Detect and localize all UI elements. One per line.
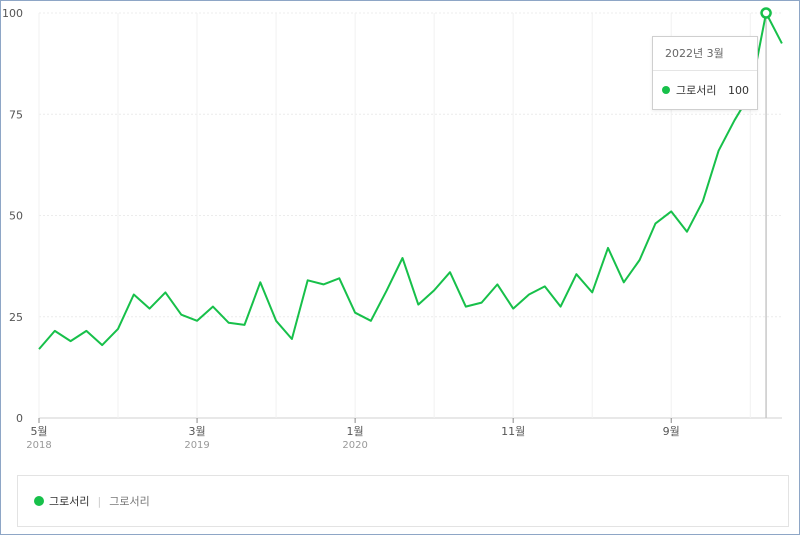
data-point bbox=[653, 222, 657, 226]
data-point bbox=[84, 329, 88, 333]
data-point bbox=[132, 292, 136, 296]
data-point bbox=[369, 319, 373, 323]
x-tick-label: 3월 bbox=[188, 425, 205, 438]
y-tick-label: 75 bbox=[9, 108, 23, 121]
data-point bbox=[242, 323, 246, 327]
data-point bbox=[543, 284, 547, 288]
y-axis: 0 25 50 75 100 bbox=[2, 7, 23, 425]
data-point bbox=[622, 280, 626, 284]
data-point bbox=[432, 288, 436, 292]
data-point bbox=[527, 292, 531, 296]
data-point bbox=[685, 230, 689, 234]
data-point bbox=[638, 258, 642, 262]
data-point bbox=[559, 305, 563, 309]
x-tick-label: 11월 bbox=[501, 425, 525, 438]
data-point bbox=[780, 41, 784, 45]
series[interactable] bbox=[37, 7, 784, 352]
x-tick-sublabel: 2019 bbox=[184, 440, 209, 451]
data-point bbox=[322, 282, 326, 286]
data-point bbox=[337, 276, 341, 280]
data-point bbox=[274, 319, 278, 323]
series-dot-icon bbox=[662, 86, 670, 94]
data-point bbox=[148, 307, 152, 311]
data-point bbox=[732, 118, 736, 122]
highlight-point-marker bbox=[760, 7, 772, 19]
data-point bbox=[258, 280, 262, 284]
data-point bbox=[669, 209, 673, 213]
data-point bbox=[590, 290, 594, 294]
y-tick-label: 25 bbox=[9, 311, 23, 324]
data-point bbox=[464, 305, 468, 309]
data-point bbox=[306, 278, 310, 282]
data-point bbox=[163, 290, 167, 294]
data-point bbox=[37, 347, 41, 351]
data-point bbox=[195, 319, 199, 323]
tooltip-row: 그로서리 100 bbox=[653, 71, 757, 109]
data-point bbox=[385, 288, 389, 292]
x-axis: 5월 2018 3월 2019 1월 2020 11월 9월 bbox=[26, 418, 680, 451]
x-tick-label: 9월 bbox=[663, 425, 680, 438]
legend-dot-icon bbox=[34, 496, 44, 506]
data-point bbox=[227, 321, 231, 325]
data-point bbox=[179, 313, 183, 317]
x-tick-label: 5월 bbox=[30, 425, 47, 438]
legend-separator: | bbox=[97, 494, 102, 508]
tooltip-series-name: 그로서리 bbox=[676, 84, 717, 97]
data-point bbox=[511, 307, 515, 311]
y-tick-label: 0 bbox=[16, 412, 23, 425]
data-point bbox=[606, 246, 610, 250]
data-point bbox=[480, 301, 484, 305]
legend-series-name[interactable]: 그로서리 bbox=[49, 495, 90, 508]
data-point bbox=[116, 327, 120, 331]
x-tick-sublabel: 2020 bbox=[342, 440, 367, 451]
data-point bbox=[290, 337, 294, 341]
legend-filter-label[interactable]: 그로서리 bbox=[109, 495, 150, 508]
data-point bbox=[211, 305, 215, 309]
data-point bbox=[401, 256, 405, 260]
chart-tooltip: 2022년 3월 그로서리 100 bbox=[652, 36, 758, 110]
tooltip-value: 100 bbox=[728, 83, 749, 97]
data-point bbox=[574, 272, 578, 276]
data-point bbox=[353, 311, 357, 315]
data-point bbox=[495, 282, 499, 286]
y-tick-label: 100 bbox=[2, 7, 23, 20]
x-tick-label: 1월 bbox=[347, 425, 364, 438]
data-point bbox=[717, 149, 721, 153]
data-point bbox=[448, 270, 452, 274]
legend[interactable]: 그로서리 | 그로서리 bbox=[17, 475, 789, 527]
series-line bbox=[38, 12, 783, 350]
data-point bbox=[53, 329, 57, 333]
data-point bbox=[701, 199, 705, 203]
data-point bbox=[100, 343, 104, 347]
tooltip-title: 2022년 3월 bbox=[653, 37, 757, 71]
data-point bbox=[69, 339, 73, 343]
x-tick-sublabel: 2018 bbox=[26, 440, 51, 451]
data-point bbox=[416, 303, 420, 307]
y-tick-label: 50 bbox=[9, 210, 23, 223]
